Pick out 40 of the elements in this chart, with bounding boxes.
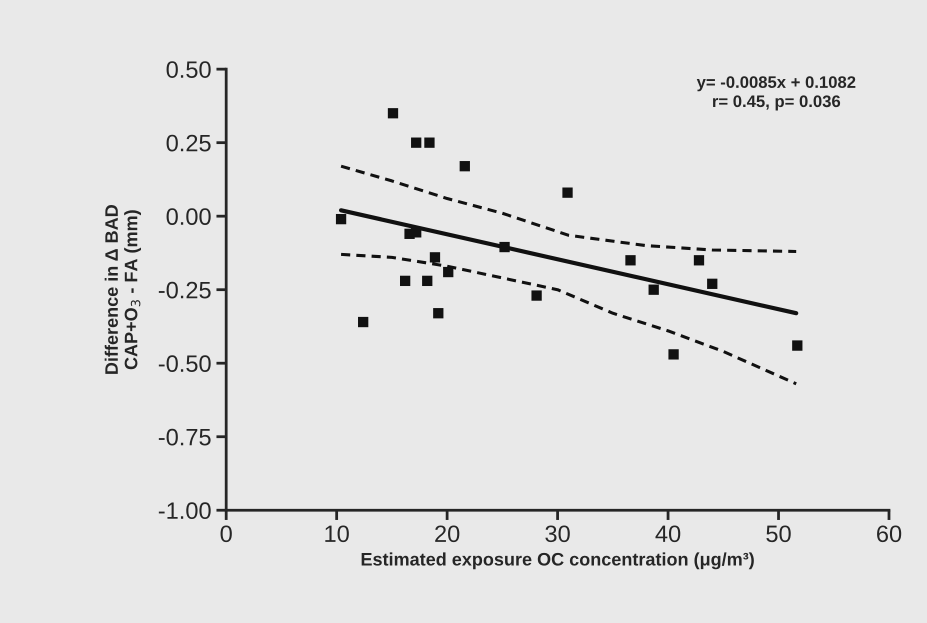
point [358,316,368,328]
point [562,188,573,198]
y-tick-label: -1.00 [158,502,211,520]
point [411,138,422,148]
point [388,108,398,118]
line-series [340,252,798,386]
point [460,161,470,172]
y-tick-label: -0.75 [158,428,211,446]
x-tick-label: 20 [435,525,460,542]
point [336,214,346,224]
x-tick-label: 10 [325,525,349,542]
x-axis-title: Estimated exposure OC concentration (μg/m³) [362,552,754,570]
y-tick-label: 0.00 [166,208,211,225]
point [424,138,435,148]
point [694,255,704,266]
point [531,290,542,301]
y-tick-label: 0.50 [166,61,211,78]
point [648,284,659,295]
y-tick-label: -0.50 [158,355,211,372]
point [792,340,802,351]
annotation: y= -0.0085x + 0.1082 r= 0.45, p= 0.036 [696,76,856,110]
point [433,308,444,318]
x-tick-label: 60 [877,525,902,542]
line-series [340,164,798,253]
point [430,252,440,262]
point [707,278,718,289]
x-tick-label: 40 [655,525,680,542]
point [625,255,636,266]
point [411,227,422,238]
point [422,276,432,286]
point [400,276,410,286]
y-tick-label: -0.25 [158,282,211,298]
y-axis-title: Difference in Δ BAD CAP+O$_{3}$ - FA (mm) [104,205,141,374]
x-tick-label: 30 [545,525,570,542]
point [668,349,679,360]
y-tick-label: 0.25 [166,134,211,152]
x-tick-label: 0 [220,525,232,542]
point [499,242,510,252]
x-tick-label: 50 [766,525,791,542]
point [443,266,454,278]
